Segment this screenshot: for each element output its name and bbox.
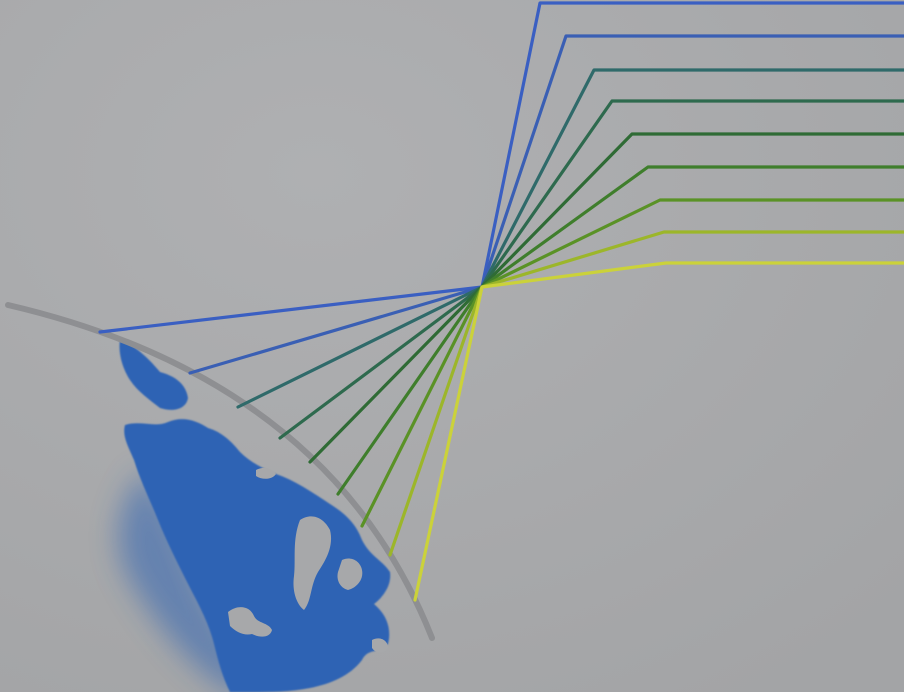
land-inlet-bay bbox=[293, 516, 332, 610]
light-rays bbox=[98, 1, 904, 602]
ray-1 bbox=[98, 1, 904, 334]
ray-4 bbox=[278, 99, 904, 440]
ray-6 bbox=[336, 165, 904, 496]
ray-5 bbox=[308, 132, 904, 464]
land-lake-coast bbox=[372, 638, 388, 653]
earth-landmass bbox=[118, 340, 391, 692]
ray-8 bbox=[388, 230, 904, 557]
ray-7 bbox=[360, 198, 904, 528]
ray-2 bbox=[188, 34, 904, 375]
ray-3 bbox=[236, 68, 904, 409]
land-inlet-east bbox=[337, 558, 363, 590]
land-continent bbox=[124, 419, 391, 692]
land-lake-small bbox=[256, 467, 276, 479]
land-lake-south bbox=[228, 607, 272, 637]
land-island-north bbox=[119, 340, 188, 410]
horizon-arc bbox=[5, 302, 435, 641]
ray-9 bbox=[413, 261, 904, 602]
